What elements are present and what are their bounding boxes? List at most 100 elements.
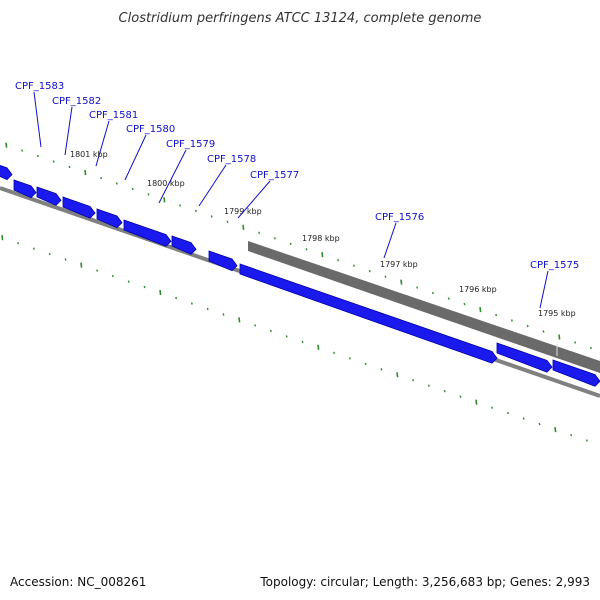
gene-label-leaders — [33, 91, 549, 309]
tick-inner-18 — [285, 335, 288, 338]
tick-inner-21 — [333, 351, 336, 355]
tick-outer-10 — [163, 197, 166, 203]
tick-outer-24 — [384, 275, 387, 278]
tick-inner-0 — [1, 235, 4, 241]
tick-inner-25 — [396, 372, 399, 378]
tick-outer-15 — [242, 224, 245, 230]
gene-features — [0, 165, 600, 387]
tick-outer-8 — [131, 187, 134, 191]
tick-outer-29 — [463, 302, 466, 306]
gene-arrow-6 — [171, 235, 197, 255]
tick-outer-4 — [68, 165, 71, 169]
tick-outer-13 — [210, 215, 213, 218]
accession-text: Accession: NC_008261 — [10, 575, 147, 589]
tick-inner-35 — [554, 427, 557, 433]
gene-label-cpf-1575[interactable]: CPF_1575 — [530, 260, 579, 271]
leader-line-5 — [198, 164, 227, 207]
tick-inner-34 — [538, 422, 541, 426]
kbp-labels: 1801 kbp 1800 kbp 1799 kbp 1798 kbp 1797… — [70, 150, 576, 318]
leader-line-7 — [383, 222, 397, 259]
tick-outer-35 — [558, 334, 561, 340]
tick-outer-6 — [100, 176, 103, 180]
tick-outer-1 — [21, 149, 24, 152]
tick-outer-32 — [510, 319, 513, 322]
tick-outer-34 — [542, 330, 545, 333]
tick-inner-26 — [412, 378, 415, 382]
tick-outer-22 — [352, 264, 355, 267]
map-title: Clostridium perfringens ATCC 13124, comp… — [119, 11, 482, 26]
tick-inner-6 — [96, 269, 99, 272]
leader-line-3 — [124, 134, 147, 181]
gene-arrow-5 — [123, 219, 172, 247]
tick-outer-33 — [526, 324, 529, 328]
gene-label-cpf-1581[interactable]: CPF_1581 — [89, 110, 138, 121]
tick-inner-30 — [475, 399, 478, 405]
gray-feature-band — [248, 241, 600, 373]
tick-outer-28 — [447, 297, 450, 300]
tick-inner-33 — [522, 417, 525, 420]
tick-outer-25 — [400, 279, 403, 285]
kbp-label-1798: 1798 kbp — [302, 234, 340, 243]
tick-outer-12 — [194, 209, 197, 213]
tick-inner-15 — [238, 317, 241, 323]
tick-outer-18 — [289, 242, 292, 246]
leader-line-2 — [95, 120, 110, 167]
tick-inner-20 — [317, 344, 320, 350]
gene-arrow-2 — [36, 186, 62, 206]
tick-inner-12 — [190, 302, 193, 305]
tick-inner-5 — [80, 262, 83, 268]
tick-inner-19 — [301, 340, 304, 344]
tick-outer-19 — [305, 248, 308, 251]
gene-label-cpf-1579[interactable]: CPF_1579 — [166, 139, 215, 150]
tick-inner-1 — [17, 241, 20, 245]
tick-inner-11 — [175, 296, 178, 300]
gene-labels: CPF_1583 CPF_1582 CPF_1581 CPF_1580 CPF_… — [15, 81, 579, 271]
gene-arrow-0 — [0, 165, 13, 181]
tick-outer-31 — [495, 313, 498, 317]
tick-outer-17 — [273, 237, 276, 240]
tick-inner-36 — [570, 433, 573, 437]
gene-arrow-10 — [552, 359, 600, 387]
tick-inner-16 — [254, 324, 257, 327]
kbp-label-1799: 1799 kbp — [224, 207, 262, 216]
tick-marks-outer — [5, 142, 592, 350]
kbp-label-1801: 1801 kbp — [70, 150, 108, 159]
gene-arrow-9 — [496, 342, 553, 373]
tick-outer-30 — [479, 307, 482, 313]
tick-outer-36 — [574, 341, 577, 344]
tick-inner-14 — [222, 313, 225, 316]
kbp-label-1797: 1797 kbp — [380, 260, 418, 269]
tick-inner-22 — [348, 357, 351, 360]
gene-arrow-7 — [208, 250, 238, 272]
leader-line-4 — [158, 149, 187, 204]
kbp-label-1800: 1800 kbp — [147, 179, 185, 188]
kbp-label-1796: 1796 kbp — [459, 285, 497, 294]
gene-arrow-3 — [62, 196, 96, 219]
gene-arrow-8 — [239, 263, 498, 364]
gene-label-cpf-1583[interactable]: CPF_1583 — [15, 81, 64, 92]
tick-outer-5 — [84, 169, 87, 176]
tick-outer-27 — [431, 291, 434, 295]
gene-label-cpf-1577[interactable]: CPF_1577 — [250, 170, 299, 181]
tick-outer-16 — [258, 231, 261, 235]
tick-outer-9 — [147, 193, 150, 196]
gene-label-cpf-1582[interactable]: CPF_1582 — [52, 96, 101, 107]
tick-inner-8 — [127, 280, 130, 283]
gene-arrow-1 — [13, 179, 37, 199]
tick-marks-inner — [1, 235, 588, 442]
tick-inner-4 — [64, 258, 67, 261]
tick-outer-37 — [589, 346, 592, 350]
gene-arrow-4 — [96, 208, 123, 229]
leader-line-0 — [33, 91, 42, 148]
gene-label-cpf-1580[interactable]: CPF_1580 — [126, 124, 175, 135]
kbp-label-1795: 1795 kbp — [538, 309, 576, 318]
tick-inner-37 — [585, 439, 588, 442]
tick-inner-29 — [459, 395, 462, 398]
gene-label-cpf-1578[interactable]: CPF_1578 — [207, 154, 256, 165]
tick-outer-23 — [368, 269, 371, 273]
tick-outer-20 — [321, 252, 324, 258]
gene-label-cpf-1576[interactable]: CPF_1576 — [375, 212, 424, 223]
tick-outer-11 — [179, 204, 182, 207]
leader-line-8 — [539, 270, 549, 309]
tick-inner-17 — [269, 329, 272, 333]
